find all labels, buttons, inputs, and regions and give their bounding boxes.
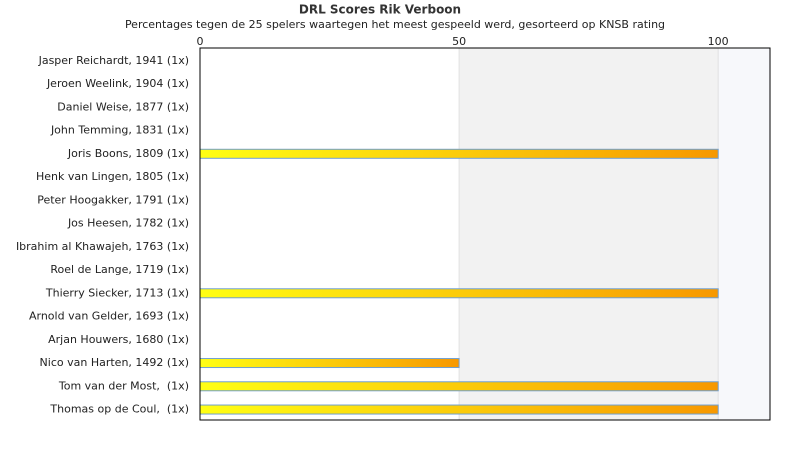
background-band	[718, 48, 770, 420]
bar	[199, 288, 719, 299]
y-tick-label: Jasper Reichardt, 1941 (1x)	[38, 54, 189, 67]
y-tick-label: Jeroen Weelink, 1904 (1x)	[46, 77, 189, 90]
plot-frame	[199, 47, 771, 421]
x-tick-label: 50	[452, 35, 466, 48]
y-tick-label: Tom van der Most, (1x)	[58, 379, 189, 392]
y-tick-label: Peter Hoogakker, 1791 (1x)	[37, 193, 189, 206]
plot-background	[200, 48, 770, 420]
x-tick-label: 100	[708, 35, 729, 48]
y-tick-label: Daniel Weise, 1877 (1x)	[57, 100, 189, 113]
y-tick-label: Ibrahim al Khawajeh, 1763 (1x)	[16, 240, 189, 253]
bar	[199, 358, 460, 369]
y-tick-label: Arjan Houwers, 1680 (1x)	[48, 333, 189, 346]
y-tick-label: Thierry Siecker, 1713 (1x)	[45, 286, 189, 299]
y-tick-label: Thomas op de Coul, (1x)	[49, 403, 189, 416]
background-band	[200, 48, 460, 420]
chart-title: DRL Scores Rik Verboon	[299, 3, 461, 17]
y-tick-label: John Temming, 1831 (1x)	[50, 124, 189, 137]
y-tick-label: Jos Heesen, 1782 (1x)	[67, 217, 189, 230]
bar	[199, 404, 719, 415]
y-tick-label: Roel de Lange, 1719 (1x)	[50, 263, 189, 276]
y-tick-label: Henk van Lingen, 1805 (1x)	[36, 170, 189, 183]
x-tick-label: 0	[197, 35, 204, 48]
y-tick-label: Arnold van Gelder, 1693 (1x)	[29, 310, 189, 323]
chart-subtitle: Percentages tegen de 25 spelers waartege…	[125, 18, 665, 31]
bar	[199, 381, 719, 392]
y-tick-label: Joris Boons, 1809 (1x)	[67, 147, 189, 160]
y-tick-label: Nico van Harten, 1492 (1x)	[40, 356, 189, 369]
background-band	[459, 48, 719, 420]
bar	[199, 148, 719, 159]
